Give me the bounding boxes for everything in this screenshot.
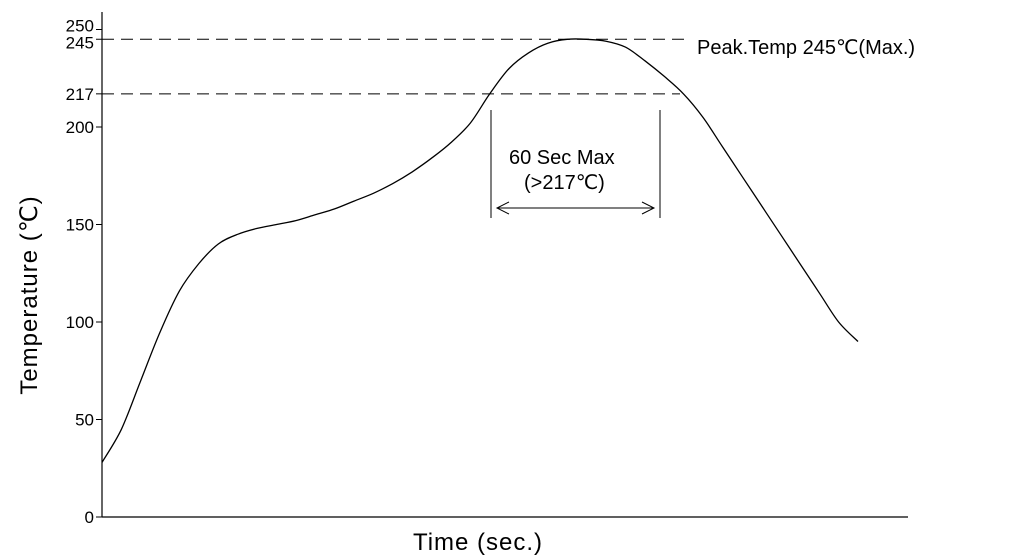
y-tick-label: 50 <box>75 411 94 430</box>
tal-annotation-line2: (>217℃) <box>524 172 605 194</box>
y-tick-label: 100 <box>66 313 94 332</box>
y-tick-label: 245 <box>66 33 94 52</box>
x-axis-label: Time (sec.) <box>413 529 543 555</box>
y-tick-label: 150 <box>66 216 94 235</box>
y-tick-label: 217 <box>66 85 94 104</box>
tal-arrow-head-right <box>641 201 656 215</box>
y-tick-label: 250 <box>66 17 94 36</box>
series-line <box>101 38 859 463</box>
tal-arrow-head-left <box>495 201 510 215</box>
y-axis-label: Temperature (℃) <box>16 195 43 394</box>
tal-annotation-line1: 60 Sec Max <box>509 147 615 169</box>
y-tick-label: 0 <box>85 508 94 527</box>
y-tick-label: 200 <box>66 118 94 137</box>
peak-temp-label: Peak.Temp 245℃(Max.) <box>697 37 915 59</box>
